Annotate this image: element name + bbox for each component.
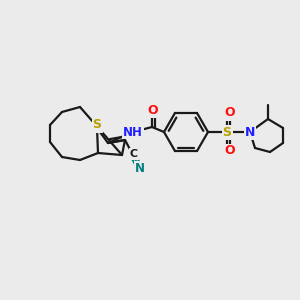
Text: O: O: [225, 145, 235, 158]
Text: O: O: [148, 103, 158, 116]
Text: N: N: [135, 161, 145, 175]
Text: N: N: [245, 125, 255, 139]
Text: S: S: [223, 125, 232, 139]
Text: C: C: [130, 149, 138, 159]
Text: NH: NH: [123, 125, 143, 139]
Text: O: O: [225, 106, 235, 119]
Text: S: S: [92, 118, 101, 131]
